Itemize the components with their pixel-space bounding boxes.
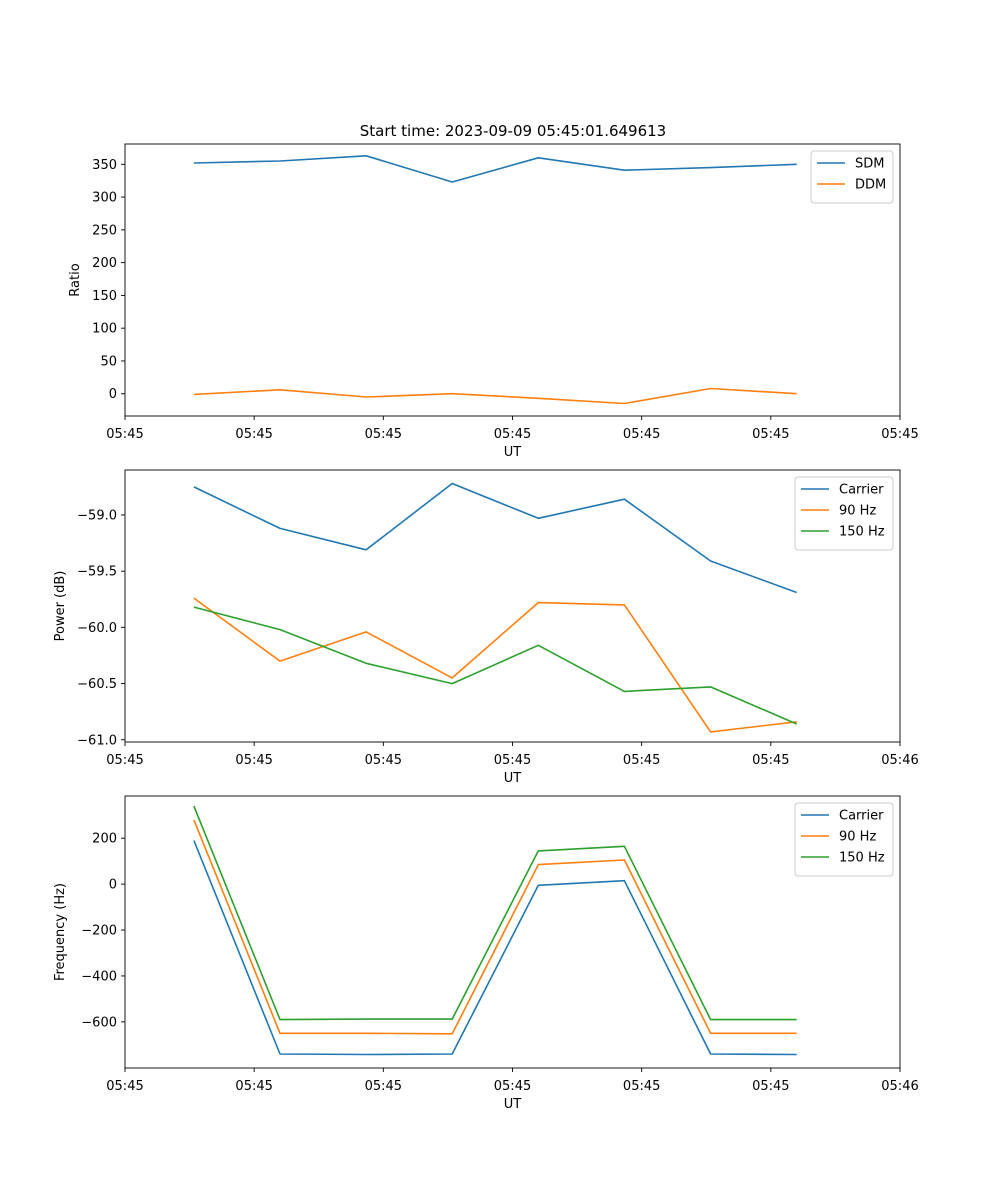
x-tick-label: 05:45 xyxy=(623,1079,660,1094)
x-tick-label: 05:45 xyxy=(235,1079,272,1094)
y-tick-label: 250 xyxy=(92,223,117,238)
y-tick-label: 200 xyxy=(92,832,117,847)
panel-frequency: 200 0 −200 −400 −600 05:45 05:45 05:45 05:45 05:4… xyxy=(53,795,919,1112)
y-tick-label: −60.5 xyxy=(77,677,117,692)
legend-label: Carrier xyxy=(839,483,884,498)
series-line-90-hz xyxy=(193,597,797,733)
x-tick-label: 05:45 xyxy=(752,753,789,768)
y-tick-label: −400 xyxy=(81,969,117,984)
legend-label: DDM xyxy=(855,178,886,193)
y-tick-label: −200 xyxy=(81,924,117,939)
x-axis-label: UT xyxy=(504,771,522,786)
figure-title: Start time: 2023-09-09 05:45:01.649613 xyxy=(360,122,666,140)
legend-label: 90 Hz xyxy=(839,830,876,845)
legend-label: Carrier xyxy=(839,809,884,824)
y-tick-label: 300 xyxy=(92,191,117,206)
panel-power: −59.0 −59.5 −60.0 −60.5 −61.0 05:45 05:45 05:45… xyxy=(53,469,919,786)
panel-ratio: 0 50 100 150 200 250 300 350 05:45 05:45 05:45 05:4… xyxy=(68,143,919,460)
x-tick-label: 05:45 xyxy=(752,1079,789,1094)
y-tick-label: −60.0 xyxy=(77,621,117,636)
y-tick-label: 150 xyxy=(92,289,117,304)
y-axis-label: Ratio xyxy=(68,263,83,296)
y-axis-label: Power (dB) xyxy=(53,571,68,642)
series-line-sdm xyxy=(193,155,797,183)
x-tick-label: 05:45 xyxy=(365,753,402,768)
series-line-carrier xyxy=(193,840,797,1056)
axes-frame xyxy=(124,143,901,417)
y-tick-label: 100 xyxy=(92,322,117,337)
x-tick-label: 05:45 xyxy=(235,753,272,768)
x-tick-label: 05:45 xyxy=(365,1079,402,1094)
axes-frame xyxy=(124,469,901,743)
legend-label: 90 Hz xyxy=(839,504,876,519)
y-tick-label: −600 xyxy=(81,1015,117,1030)
x-tick-label: 05:45 xyxy=(235,427,272,442)
x-tick-label: 05:46 xyxy=(881,1079,918,1094)
x-tick-label: 05:45 xyxy=(752,427,789,442)
x-axis-label: UT xyxy=(504,1097,522,1112)
y-tick-label: 0 xyxy=(109,878,117,893)
y-tick-label: −61.0 xyxy=(77,733,117,748)
x-tick-label: 05:45 xyxy=(494,753,531,768)
y-tick-label: 350 xyxy=(92,158,117,173)
series-line-150-hz xyxy=(193,805,797,1021)
legend-box xyxy=(810,150,894,204)
x-tick-label: 05:45 xyxy=(494,1079,531,1094)
x-tick-label: 05:45 xyxy=(106,1079,143,1094)
series-line-150-hz xyxy=(193,606,798,725)
x-tick-label: 05:45 xyxy=(623,753,660,768)
x-tick-label: 05:45 xyxy=(106,427,143,442)
x-tick-label: 05:45 xyxy=(881,427,918,442)
y-tick-label: 50 xyxy=(100,354,117,369)
series-line-90-hz xyxy=(193,819,797,1035)
legend-label: 150 Hz xyxy=(839,851,885,866)
y-tick-label: −59.5 xyxy=(77,565,117,580)
x-tick-label: 05:45 xyxy=(365,427,402,442)
y-tick-label: −59.0 xyxy=(77,508,117,523)
x-axis-label: UT xyxy=(504,445,522,460)
y-tick-label: 200 xyxy=(92,256,117,271)
legend-label: SDM xyxy=(855,157,884,172)
x-tick-label: 05:46 xyxy=(881,753,918,768)
series-line-ddm xyxy=(193,387,797,405)
x-tick-label: 05:45 xyxy=(494,427,531,442)
y-tick-label: 0 xyxy=(109,387,117,402)
axes-frame xyxy=(124,795,901,1069)
series-line-carrier xyxy=(193,482,797,594)
x-tick-label: 05:45 xyxy=(623,427,660,442)
legend-label: 150 Hz xyxy=(839,525,885,540)
x-tick-label: 05:45 xyxy=(106,753,143,768)
y-axis-label: Frequency (Hz) xyxy=(53,883,68,981)
